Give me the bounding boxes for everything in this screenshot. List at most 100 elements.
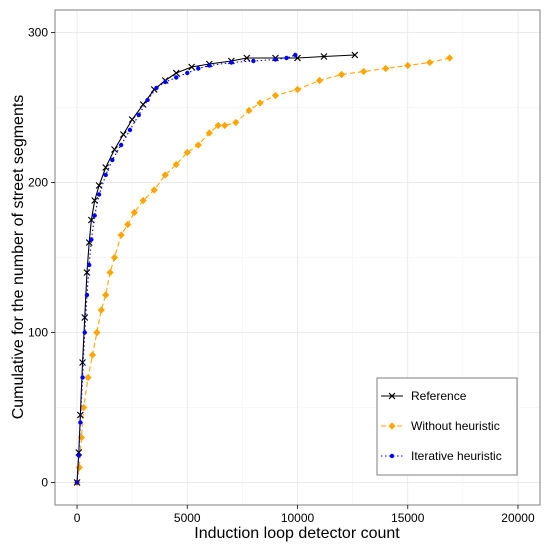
ticks: 0 5000 10000 15000 20000 0 100 200 300	[28, 26, 535, 526]
data-point-iterative-heuristic	[174, 75, 179, 80]
x-tick-label: 5000	[174, 511, 201, 525]
data-point-without-heuristic	[124, 220, 132, 229]
legend-label: Without heuristic	[411, 419, 500, 433]
data-point-without-heuristic	[161, 171, 169, 179]
x-stroke	[95, 182, 103, 189]
data-point-reference	[188, 63, 196, 71]
data-point-iterative-heuristic	[284, 55, 289, 61]
data-point-without-heuristic	[88, 351, 97, 359]
legend-entry-reference: Reference	[381, 389, 467, 403]
data-point-iterative-heuristic	[273, 57, 278, 62]
data-point-without-heuristic	[293, 85, 302, 94]
data-point-iterative-heuristic	[207, 63, 212, 68]
y-tick-label: 100	[28, 326, 48, 340]
x-stroke	[128, 116, 136, 123]
x-stroke	[320, 53, 328, 60]
legend-swatch-marker	[389, 453, 395, 459]
x-tick-label: 20000	[501, 511, 535, 525]
legend-label: Iterative heuristic	[411, 449, 502, 463]
data-point-iterative-heuristic	[196, 66, 201, 71]
data-point-iterative-heuristic	[118, 142, 124, 148]
data-point-reference	[102, 164, 110, 171]
data-point-without-heuristic	[205, 129, 213, 137]
data-point-reference	[243, 54, 251, 62]
x-stroke	[102, 164, 110, 171]
data-point-reference	[75, 449, 83, 456]
y-axis-title: Cumulative for the number of street segm…	[10, 95, 27, 420]
data-point-without-heuristic	[80, 403, 88, 412]
series-line-without-heuristic	[76, 57, 450, 483]
legend-swatch-marker	[388, 392, 396, 400]
legend: Reference Without heuristic Iterative heur…	[376, 377, 518, 476]
series-without-heuristic	[73, 54, 454, 487]
x-stroke	[139, 101, 147, 108]
series-line-reference	[76, 54, 355, 483]
data-point-iterative-heuristic	[89, 237, 94, 242]
data-point-reference	[81, 314, 89, 321]
data-point-without-heuristic	[221, 121, 229, 130]
data-point-without-heuristic	[360, 67, 368, 76]
data-point-iterative-heuristic	[80, 375, 85, 380]
legend-entry-without-heuristic: Without heuristic	[381, 419, 500, 433]
data-point-iterative-heuristic	[229, 60, 234, 65]
data-point-without-heuristic	[139, 196, 147, 205]
data-point-without-heuristic	[256, 99, 264, 107]
data-point-without-heuristic	[315, 76, 324, 85]
x-tick-label: 0	[74, 511, 81, 525]
y-tick-label: 0	[41, 476, 48, 490]
data-point-without-heuristic	[84, 373, 92, 382]
x-stroke	[188, 63, 196, 71]
x-axis-title: Induction loop detector count	[194, 525, 400, 542]
data-point-iterative-heuristic	[103, 172, 108, 178]
data-point-iterative-heuristic	[136, 112, 141, 118]
data-point-iterative-heuristic	[82, 330, 87, 335]
data-point-iterative-heuristic	[84, 292, 90, 298]
data-point-iterative-heuristic	[154, 85, 159, 91]
x-stroke	[172, 69, 180, 77]
data-point-without-heuristic	[337, 70, 346, 79]
x-stroke	[351, 51, 359, 59]
data-point-iterative-heuristic	[127, 127, 133, 133]
x-stroke	[119, 131, 127, 138]
x-stroke	[87, 216, 95, 224]
data-point-iterative-heuristic	[92, 213, 97, 218]
data-point-reference	[119, 131, 127, 138]
data-point-without-heuristic	[102, 291, 110, 299]
x-stroke	[388, 392, 396, 400]
data-point-reference	[351, 51, 359, 59]
x-stroke	[243, 54, 251, 62]
data-point-iterative-heuristic	[110, 157, 115, 163]
x-tick-label: 10000	[281, 511, 315, 525]
x-tick-label: 15000	[391, 511, 425, 525]
data-point-without-heuristic	[110, 253, 119, 262]
data-point-without-heuristic	[382, 64, 390, 73]
data-point-without-heuristic	[150, 186, 158, 194]
data-point-reference	[79, 359, 86, 366]
data-point-without-heuristic	[446, 54, 454, 62]
data-point-reference	[320, 53, 328, 60]
data-point-reference	[91, 197, 99, 204]
legend-label: Reference	[411, 389, 467, 403]
data-point-reference	[111, 146, 118, 153]
data-point-without-heuristic	[93, 328, 101, 337]
legend-swatch-marker	[388, 422, 396, 430]
x-stroke	[111, 146, 118, 153]
data-point-reference	[139, 101, 147, 108]
x-stroke	[75, 449, 83, 456]
legend-entry-iterative-heuristic: Iterative heuristic	[381, 449, 502, 463]
series-iterative-heuristic	[74, 52, 298, 485]
data-point-without-heuristic	[194, 141, 202, 149]
data-point-without-heuristic	[214, 121, 222, 130]
x-stroke	[91, 197, 99, 204]
series-reference	[73, 51, 359, 486]
data-point-reference	[128, 116, 136, 123]
legend-box	[376, 377, 518, 476]
data-point-without-heuristic	[271, 91, 280, 100]
data-point-without-heuristic	[106, 268, 114, 277]
data-point-iterative-heuristic	[145, 97, 150, 103]
data-point-iterative-heuristic	[251, 58, 256, 64]
data-point-iterative-heuristic	[96, 192, 102, 197]
data-point-iterative-heuristic	[74, 480, 80, 485]
data-point-iterative-heuristic	[293, 52, 298, 58]
